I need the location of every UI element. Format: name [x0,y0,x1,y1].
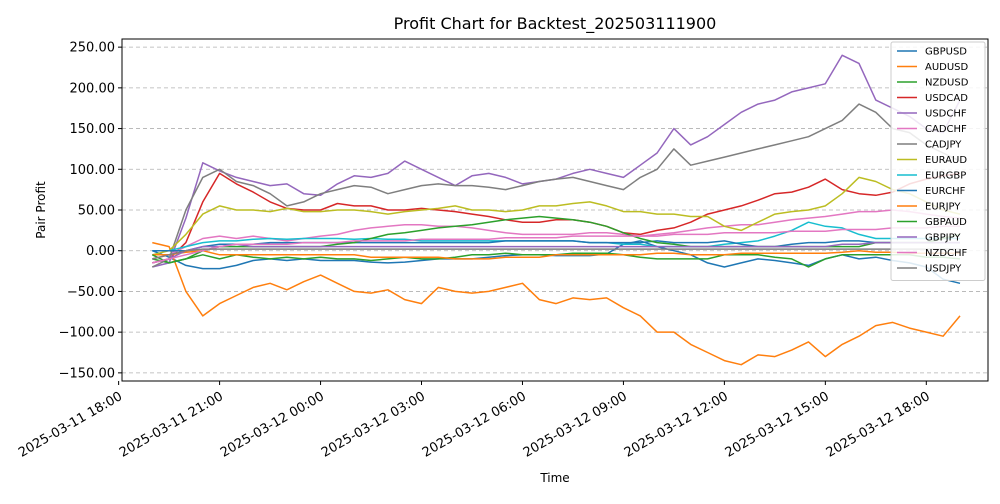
legend-label: CADJPY [925,140,962,151]
series-line-cadjpy [151,103,961,268]
legend-label: GBPUSD [925,47,967,58]
y-tick-label: 200.00 [70,81,116,96]
x-tick-label: 2025-03-12 06:00 [420,389,529,461]
series-line-gbpjpy [152,241,960,264]
legend-label: USDCAD [925,93,968,104]
series-line-usdchf [152,54,961,268]
x-tick-label: 2025-03-12 18:00 [824,389,933,461]
legend-label: AUDUSD [925,62,969,73]
x-tick-label: 2025-03-12 15:00 [723,389,832,461]
x-tick-label: 2025-03-12 09:00 [521,389,630,461]
legend-label: CADCHF [925,124,967,135]
x-tick-label: 2025-03-11 21:00 [117,389,226,461]
legend-label: USDCHF [925,109,967,120]
series-layer [151,54,961,366]
y-tick-label: 100.00 [70,163,116,178]
series-line-euraud [152,176,961,256]
x-tick-label: 2025-03-11 18:00 [16,389,125,461]
y-tick-label: −100.00 [59,326,115,341]
legend-label: EURJPY [925,202,961,213]
series-line-usdjpy [152,248,960,260]
series-line-eurchf [152,240,960,252]
y-tick-label: −50.00 [67,285,115,300]
x-axis-label: Time [539,471,569,485]
chart-title: Profit Chart for Backtest_202503111900 [394,14,717,34]
x-tick-label: 2025-03-12 03:00 [319,389,428,461]
grid-layer [122,46,988,374]
series-line-audusd [152,241,961,366]
y-tick-label: 50.00 [78,204,115,219]
legend-label: EURGBP [925,171,966,182]
legend-label: GBPJPY [925,233,961,244]
legend-label: GBPAUD [925,217,967,228]
y-tick-label: 150.00 [70,122,116,137]
legend-label: NZDUSD [925,78,969,89]
series-line-nzdchf [152,225,960,264]
legend: GBPUSD AUDUSD NZDUSD USDCAD USDCHF CADCHF CADJ… [890,41,986,281]
y-tick-label: −150.00 [59,366,115,381]
y-axis-label: Pair Profit [34,181,48,239]
legend-label: NZDCHF [925,248,968,259]
legend-label: EURCHF [925,186,966,197]
legend-label: EURAUD [925,155,967,166]
y-tick-label: 250.00 [70,41,116,56]
y-axis: −150.00 −100.00 −50.00 0.00 50.00 100.00 150.0… [59,41,122,381]
legend-label: USDJPY [925,264,962,275]
series-line-eurjpy [152,249,960,260]
series-line-cadchf [152,209,961,260]
x-tick-label: 2025-03-12 00:00 [218,389,327,461]
y-tick-label: 0.00 [86,244,115,259]
x-tick-label: 2025-03-12 12:00 [622,389,731,461]
